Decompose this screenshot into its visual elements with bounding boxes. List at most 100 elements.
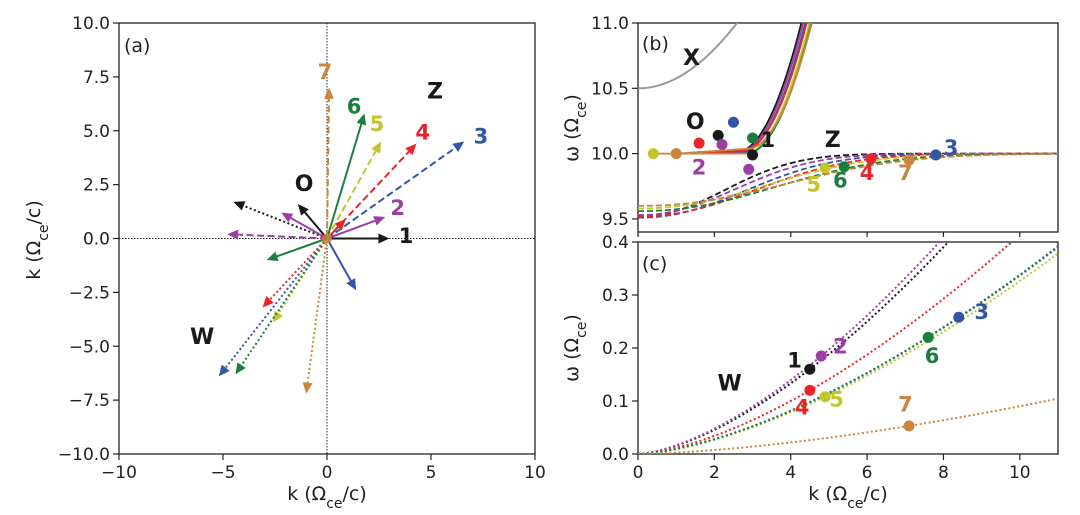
b-point-1: [712, 129, 724, 141]
a-arrowhead-7: [302, 382, 313, 394]
c-curve-5: [638, 252, 1058, 454]
c-curve-label-4: 4: [795, 395, 810, 419]
a-ytick-label: 2.5: [83, 176, 110, 196]
a-vector-3-Z: [326, 147, 456, 240]
a-vector-3-O: [326, 238, 352, 282]
a-vector-2-O: [326, 219, 376, 240]
a-vector-2-Z: [238, 233, 328, 240]
a-xtick-label: 10: [524, 463, 546, 483]
b-curve-label-6: 6: [833, 169, 848, 193]
a-xtick-label: 0: [322, 463, 333, 483]
b-point-5: [819, 162, 831, 174]
c-curve-3: [638, 245, 1058, 454]
c-curve-4: [638, 242, 1014, 454]
panel-a: (a) k (Ωce/c) k (Ωce/c) −10 −5 0 5 10 −10.0 −7…: [23, 14, 546, 512]
a-vector-4-Z: [326, 150, 410, 240]
panel-c-xlabel: k (Ωce/c): [808, 483, 888, 512]
a-arrowhead-3: [346, 278, 357, 291]
b-point-4: [693, 137, 705, 149]
a-mode-label-O: O: [295, 172, 314, 197]
b-point-7: [903, 154, 915, 166]
a-vector-6-W: [240, 237, 328, 366]
b-mode-label-Z: Z: [825, 128, 841, 153]
c-xtick-label: 4: [785, 463, 796, 483]
c-xtick-label: 6: [862, 463, 873, 483]
a-arrowhead-2: [281, 212, 294, 223]
b-curve-label-1: 1: [761, 128, 776, 152]
a-vector-2-O: [290, 217, 328, 240]
a-xtick-label: −10: [101, 463, 137, 483]
a-arrowhead-O: [297, 204, 309, 216]
b-z-curve-7: [638, 152, 1058, 207]
c-xtick-label: 2: [709, 463, 720, 483]
b-point-7: [670, 148, 682, 160]
c-point-5: [819, 391, 831, 403]
b-curve-label-5: 5: [806, 173, 821, 197]
b-mode-label-O: O: [686, 110, 705, 135]
c-curve-label-5: 5: [829, 387, 844, 411]
c-curve-6: [638, 246, 1058, 454]
panel-c-label: (c): [642, 253, 667, 275]
panel-a-xlabel: k (Ωce/c): [287, 483, 367, 512]
b-ytick-label: 10.5: [591, 79, 629, 99]
c-curve-label-1: 1: [787, 349, 802, 373]
a-mode-label-Z: Z: [427, 79, 443, 104]
b-point-6: [838, 161, 850, 173]
b-z-curve-2: [638, 152, 1058, 216]
a-vector-5-Z: [326, 150, 377, 239]
b-ytick-label: 10.0: [591, 145, 629, 165]
a-vector-5-W: [278, 237, 328, 314]
a-ytick-label: −7.5: [69, 391, 110, 411]
a-curve-label-2: 2: [390, 196, 405, 220]
b-point-1: [747, 149, 759, 161]
a-vector-O-O: [304, 211, 328, 240]
b-curve-label-7: 7: [898, 161, 913, 185]
a-curve-label-5: 5: [370, 112, 385, 136]
c-curve-label-6: 6: [925, 344, 940, 368]
a-arrowhead-4: [334, 219, 346, 231]
b-mode-label-X: X: [683, 46, 700, 71]
b-curve-label-2: 2: [692, 156, 707, 180]
a-curve-label-3: 3: [474, 125, 489, 149]
a-xtick-label: −5: [210, 463, 235, 483]
a-arrowhead-3: [218, 364, 230, 377]
c-curve-7: [638, 397, 1058, 454]
b-point-5: [647, 148, 659, 160]
c-point-4: [804, 384, 816, 396]
b-z-curve-4: [638, 152, 1058, 218]
c-point-7: [903, 420, 915, 432]
a-ytick-label: 5.0: [83, 122, 110, 142]
b-o-curve-4: [699, 23, 808, 155]
c-point-2: [815, 350, 827, 362]
a-ytick-label: −5.0: [69, 337, 110, 357]
a-arrowhead-1: [378, 233, 390, 244]
panel-b-ylabel: ω (Ωce): [561, 94, 590, 162]
a-arrowhead-2: [373, 216, 386, 226]
panel-c-frame: [637, 241, 1059, 455]
c-curve-label-7: 7: [898, 393, 913, 417]
c-xtick-label: 0: [633, 463, 644, 483]
a-origin-dot: [322, 233, 332, 244]
c-ytick-label: 0.0: [602, 445, 629, 465]
a-arrowhead-6: [266, 251, 279, 262]
b-x-mode-curve: [638, 23, 739, 90]
a-arrowhead-4: [262, 296, 274, 308]
c-point-1: [804, 363, 816, 375]
a-ytick-label: 0.0: [83, 230, 110, 250]
b-point-4: [865, 153, 877, 165]
b-curve-group: [638, 23, 1058, 219]
a-curve-label-6: 6: [347, 95, 362, 119]
a-vector-1-Z: [243, 204, 328, 240]
a-arrowhead-7: [323, 87, 334, 99]
a-vector-7-W: [306, 238, 328, 383]
a-arrowhead-2: [227, 229, 239, 240]
b-point-2: [743, 163, 755, 175]
a-curve-label-1: 1: [399, 224, 414, 248]
a-vector-7-Z: [326, 98, 330, 239]
c-ytick-label: 0.4: [602, 233, 629, 253]
a-vector-4-W: [269, 237, 328, 301]
c-ytick-label: 0.1: [602, 392, 629, 412]
b-z-curve-3: [638, 152, 1058, 219]
a-curve-label-7: 7: [318, 60, 333, 84]
a-arrowhead-6: [356, 113, 367, 126]
